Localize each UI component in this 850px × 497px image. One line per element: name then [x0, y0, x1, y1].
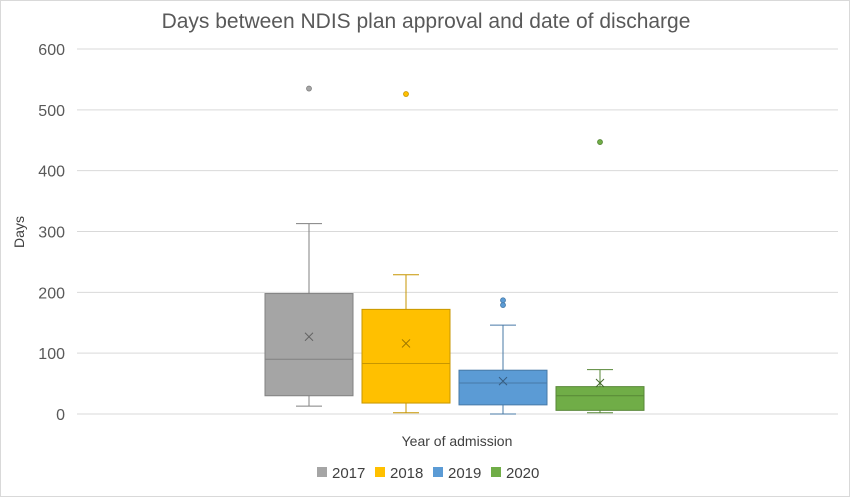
- y-tick-labels: 0 100 200 300 400 500 600: [38, 42, 65, 424]
- box-2018: [361, 91, 451, 414]
- mean-marker-2020: [595, 378, 605, 388]
- x-axis-label: Year of admission: [402, 433, 513, 449]
- box-2019: [458, 297, 548, 415]
- legend-label-2020: 2020: [506, 465, 539, 482]
- legend: 2017 2018 2019 2020: [317, 465, 539, 482]
- outlier-point-2017-0: [306, 85, 312, 92]
- box-series: [264, 85, 645, 415]
- legend-label-2017: 2017: [332, 465, 365, 482]
- y-axis-label: Days: [11, 216, 27, 248]
- y-tick-label-600: 600: [38, 42, 65, 59]
- mean-marker-stroke: [498, 376, 508, 386]
- box-2017: [264, 85, 354, 407]
- grid-lines: [77, 48, 838, 415]
- chart-title: Days between NDIS plan approval and date…: [162, 10, 691, 33]
- legend-swatch-2018: [375, 467, 385, 477]
- box-iqr-2018: [361, 308, 451, 404]
- y-tick-label-500: 500: [38, 103, 65, 120]
- box-2020: [555, 139, 645, 414]
- y-tick-label-200: 200: [38, 285, 65, 302]
- y-tick-label-400: 400: [38, 164, 65, 181]
- outlier-point-2020-0: [597, 139, 603, 145]
- legend-swatch-2020: [491, 467, 501, 477]
- mean-marker-stroke: [595, 378, 605, 388]
- legend-label-2019: 2019: [448, 465, 481, 482]
- outlier-point-2018-0: [403, 91, 409, 97]
- mean-marker-2018: [401, 339, 411, 348]
- mean-marker-stroke: [401, 339, 411, 348]
- legend-swatch-2017: [317, 467, 327, 477]
- mean-marker-stroke: [304, 332, 314, 342]
- outlier-point-2019-1: [500, 297, 506, 304]
- legend-label-2018: 2018: [390, 465, 423, 482]
- y-tick-label-100: 100: [38, 346, 65, 363]
- y-tick-label-300: 300: [38, 225, 65, 242]
- mean-marker-2017: [304, 332, 314, 342]
- legend-swatch-2019: [433, 467, 443, 477]
- box-iqr-2020: [555, 386, 645, 411]
- box-iqr-2017: [264, 293, 354, 397]
- box-iqr-2019: [458, 369, 548, 406]
- mean-marker-2019: [498, 376, 508, 386]
- outlier-point-2019-0: [500, 302, 506, 309]
- y-tick-label-0: 0: [56, 407, 65, 424]
